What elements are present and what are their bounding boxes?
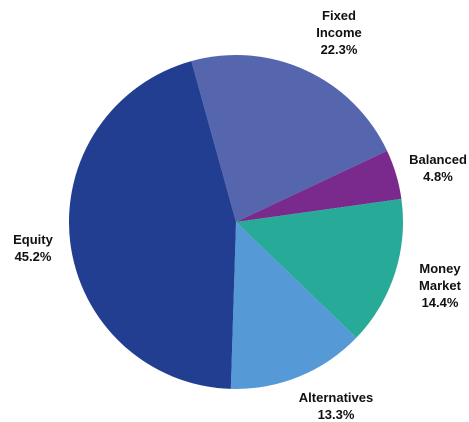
pie-labels: Fixed Income 22.3% Balanced 4.8% Money Market 1… bbox=[13, 8, 467, 422]
pie-label-name: Fixed bbox=[322, 8, 356, 23]
pie-label-value: 13.3% bbox=[318, 407, 355, 422]
pie-label-name: Balanced bbox=[409, 152, 467, 167]
pie-slice-equity bbox=[68, 61, 236, 389]
pie-label-value: 22.3% bbox=[321, 42, 358, 57]
pie-label-name: Money bbox=[419, 261, 461, 276]
pie-label-money-market: Money Market 14.4% bbox=[419, 261, 462, 310]
pie-label-value: 4.8% bbox=[423, 169, 453, 184]
pie-slice-money-market bbox=[236, 198, 404, 338]
pie-label-balanced: Balanced 4.8% bbox=[409, 152, 467, 184]
pie-slice-balanced bbox=[236, 150, 402, 222]
pie-label-name: Equity bbox=[13, 232, 53, 247]
pie-label-equity: Equity 45.2% bbox=[13, 232, 53, 264]
pie-label-name: Market bbox=[419, 278, 462, 293]
pie-label-fixed-income: Fixed Income 22.3% bbox=[316, 8, 362, 57]
pie-label-name: Income bbox=[316, 25, 362, 40]
pie-label-value: 45.2% bbox=[15, 249, 52, 264]
pie-label-alternatives: Alternatives 13.3% bbox=[299, 390, 373, 422]
pie-slices bbox=[68, 54, 404, 390]
pie-label-name: Alternatives bbox=[299, 390, 373, 405]
pie-slice-alternatives bbox=[230, 222, 357, 390]
pie-slice-fixed-income bbox=[191, 54, 388, 222]
pie-label-value: 14.4% bbox=[422, 295, 459, 310]
